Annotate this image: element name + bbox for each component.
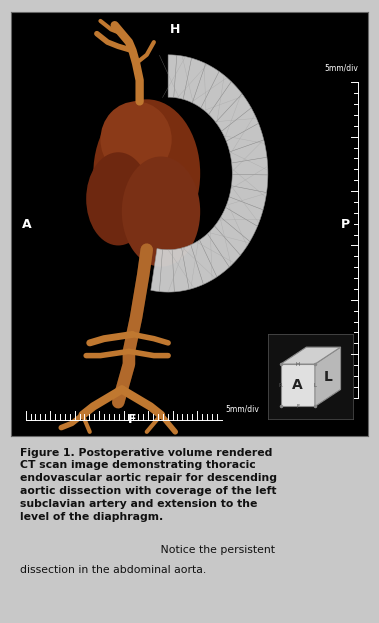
Text: H: H [170, 23, 180, 36]
Ellipse shape [86, 152, 150, 245]
Text: A: A [22, 218, 32, 231]
Polygon shape [151, 55, 268, 292]
Ellipse shape [100, 102, 172, 178]
Text: dissection in the abdominal aorta.: dissection in the abdominal aorta. [20, 565, 207, 575]
Text: 5mm/div: 5mm/div [325, 64, 359, 72]
Ellipse shape [93, 99, 200, 247]
Ellipse shape [122, 156, 200, 267]
Text: Figure 1. Postoperative volume rendered
CT scan image demonstrating thoracic
end: Figure 1. Postoperative volume rendered … [20, 447, 277, 521]
Text: F: F [128, 412, 137, 426]
Text: P: P [341, 218, 350, 231]
Text: Notice the persistent: Notice the persistent [157, 545, 275, 555]
Text: 5mm/div: 5mm/div [225, 404, 259, 413]
